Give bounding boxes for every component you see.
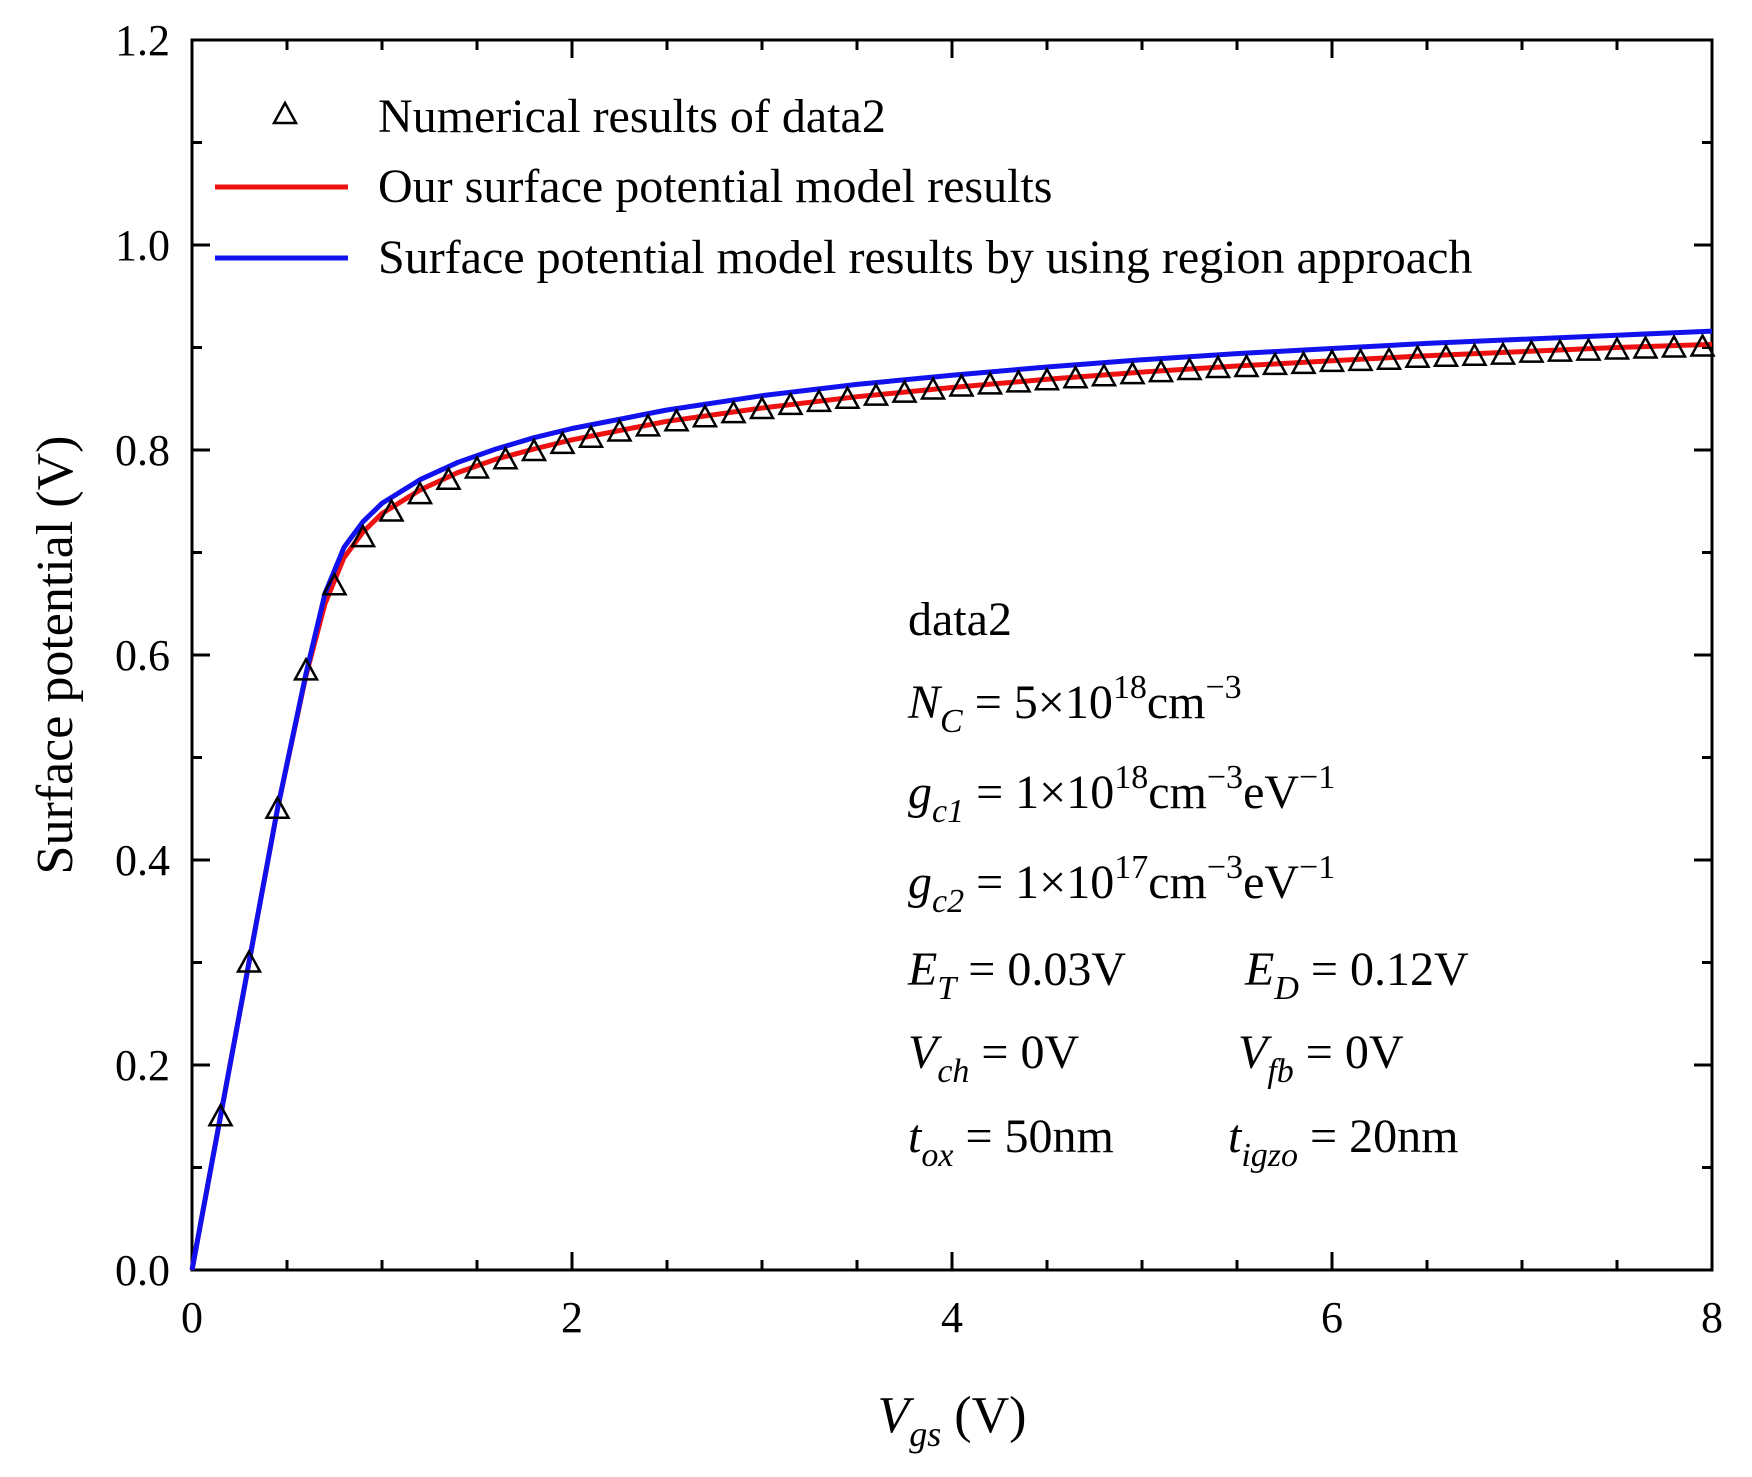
triangle-marker xyxy=(1375,346,1403,371)
triangle-marker xyxy=(207,1102,234,1127)
triangle-marker xyxy=(1632,334,1659,359)
triangle-marker xyxy=(1347,347,1374,372)
triangle-marker xyxy=(1147,358,1175,383)
triangle-marker xyxy=(1689,332,1716,357)
triangle-marker xyxy=(720,399,747,424)
triangle-marker xyxy=(1062,364,1089,389)
y-tick-label: 0.6 xyxy=(115,631,170,680)
legend-entry-region-approach: Surface potential model results by using… xyxy=(215,231,1472,284)
triangle-marker xyxy=(1033,366,1061,391)
triangle-marker xyxy=(606,417,633,442)
y-tick-label: 0.2 xyxy=(115,1041,170,1090)
triangle-marker xyxy=(406,480,434,505)
annotation-nc: NC = 5×1018cm−3 xyxy=(907,669,1242,740)
triangle-marker xyxy=(1204,354,1232,379)
triangle-marker xyxy=(1546,338,1574,362)
triangle-marker xyxy=(1176,356,1203,381)
triangle-marker xyxy=(1575,336,1602,361)
triangle-marker xyxy=(634,412,662,437)
triangle-marker xyxy=(492,445,519,470)
triangle-marker xyxy=(976,370,1004,395)
legend-entry-numerical: Numerical results of data2 xyxy=(271,90,886,143)
legend-entry-our-model: Our surface potential model results xyxy=(215,160,1052,213)
legend-label-region-approach: Surface potential model results by using… xyxy=(378,231,1472,284)
triangle-marker xyxy=(1404,344,1431,368)
triangle-marker xyxy=(463,454,491,479)
triangle-marker xyxy=(919,375,947,400)
triangle-marker xyxy=(1660,333,1688,358)
triangle-marker xyxy=(1318,348,1346,373)
triangle-marker xyxy=(1261,351,1289,376)
triangle-marker xyxy=(1233,353,1260,378)
y-tick-label: 0.8 xyxy=(115,426,170,475)
x-axis-label: Vgs (V) xyxy=(878,1387,1027,1454)
triangle-marker xyxy=(1432,343,1460,367)
triangle-marker xyxy=(948,372,975,397)
x-tick-labels: 0 2 4 6 8 xyxy=(181,1293,1723,1342)
legend-label-numerical: Numerical results of data2 xyxy=(378,90,886,143)
triangle-marker xyxy=(805,388,833,413)
triangle-marker xyxy=(1603,335,1631,360)
legend-label-our-model: Our surface potential model results xyxy=(378,160,1052,213)
triangle-marker xyxy=(1119,360,1146,385)
annotation-et: ET = 0.03V xyxy=(907,943,1126,1007)
x-tick-label: 2 xyxy=(561,1293,583,1342)
region-approach-line xyxy=(189,328,1713,1271)
legend-triangle-marker xyxy=(271,100,299,125)
x-tick-label: 6 xyxy=(1321,1293,1343,1342)
y-tick-label: 0.0 xyxy=(115,1246,170,1295)
triangle-marker xyxy=(1090,362,1118,387)
x-tick-label: 8 xyxy=(1701,1293,1723,1342)
triangle-marker xyxy=(1518,339,1545,363)
y-tick-label: 1.0 xyxy=(115,221,170,270)
annotation-vfb: Vfb = 0V xyxy=(1238,1026,1404,1090)
annotation-dataset: data2 xyxy=(908,593,1012,646)
x-tick-label: 0 xyxy=(181,1293,203,1342)
annotation-ed: ED = 0.12V xyxy=(1244,943,1469,1007)
triangle-marker xyxy=(891,379,918,403)
triangle-marker xyxy=(520,437,548,462)
annotation-tigzo: tigzo = 20nm xyxy=(1228,1110,1458,1174)
y-axis-label: Surface potential (V) xyxy=(27,436,84,875)
triangle-marker xyxy=(777,391,804,416)
triangle-marker xyxy=(862,382,890,406)
triangle-marker xyxy=(1489,341,1517,365)
triangle-marker xyxy=(663,407,690,432)
y-tick-label: 0.4 xyxy=(115,836,170,885)
triangle-marker xyxy=(1005,368,1032,393)
y-tick-label: 1.2 xyxy=(115,16,170,65)
legend: Numerical results of data2 Our surface p… xyxy=(215,90,1472,284)
annotation-vch: Vch = 0V xyxy=(908,1026,1079,1090)
triangle-marker xyxy=(435,466,462,490)
triangle-marker xyxy=(1290,350,1317,375)
triangle-marker xyxy=(748,395,776,420)
annotation-tox: tox = 50nm xyxy=(908,1110,1114,1174)
annotation-gc2: gc2 = 1×1017cm−3eV−1 xyxy=(908,849,1335,920)
triangle-marker xyxy=(1461,342,1488,366)
annotation-gc1: gc1 = 1×1018cm−3eV−1 xyxy=(908,759,1335,830)
triangle-marker xyxy=(577,424,605,448)
x-tick-label: 4 xyxy=(941,1293,963,1342)
triangle-marker xyxy=(264,795,291,819)
triangle-marker xyxy=(378,497,405,522)
triangle-marker xyxy=(691,403,719,428)
numerical-markers xyxy=(207,332,1716,1127)
axis-ticks xyxy=(190,38,1714,1272)
triangle-marker xyxy=(349,523,377,548)
triangle-marker xyxy=(292,656,320,681)
triangle-marker xyxy=(235,948,263,973)
triangle-marker xyxy=(549,430,576,455)
parameter-annotations: data2 NC = 5×1018cm−3 gc1 = 1×1018cm−3eV… xyxy=(907,593,1469,1174)
y-tick-labels: 0.0 0.2 0.4 0.6 0.8 1.0 1.2 xyxy=(115,16,170,1295)
triangle-marker xyxy=(834,385,861,409)
triangle-marker xyxy=(321,571,348,596)
